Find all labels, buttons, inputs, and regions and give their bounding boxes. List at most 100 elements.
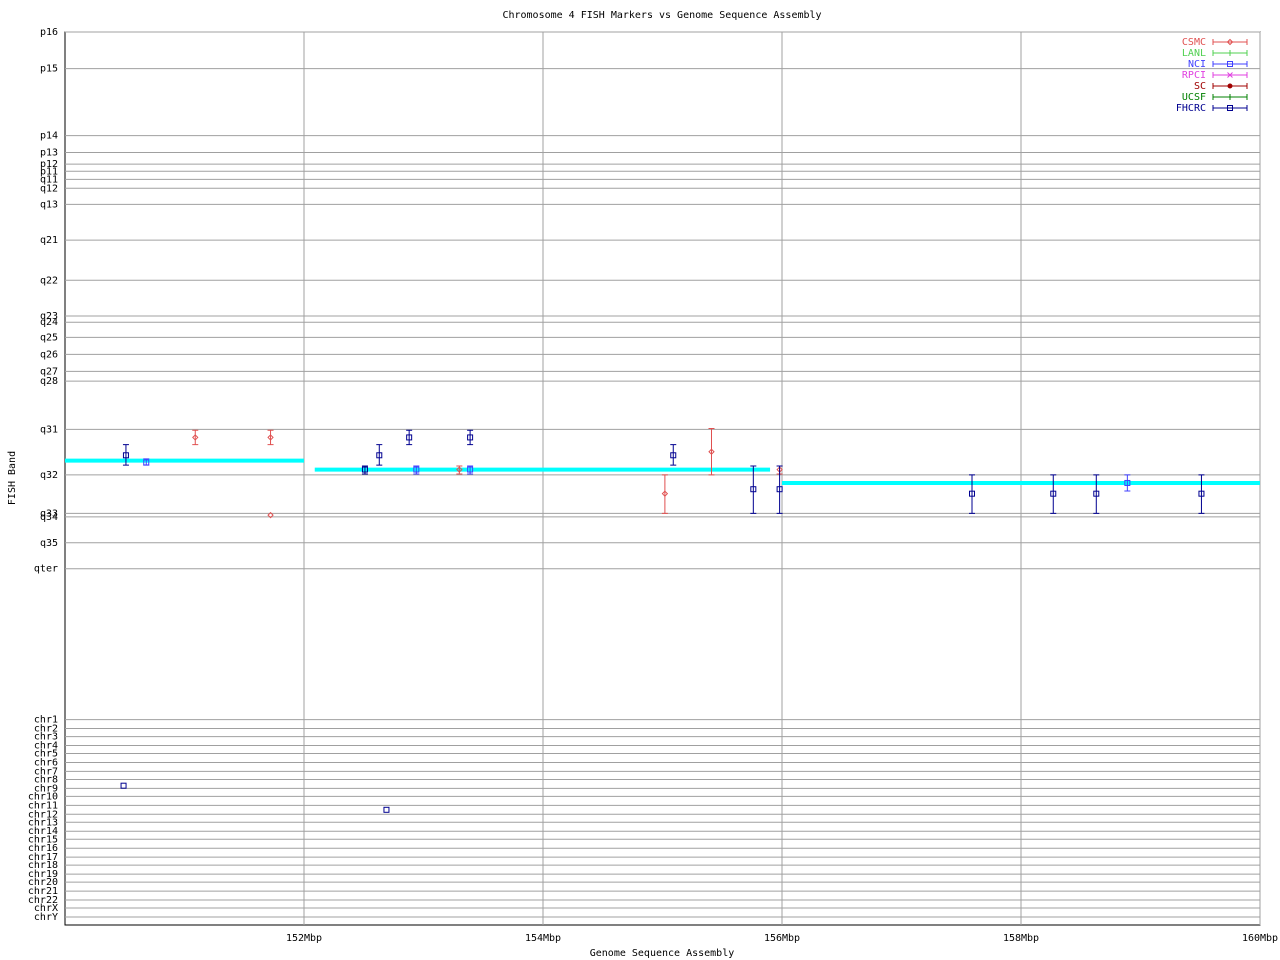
marker <box>670 452 677 459</box>
y-tick-label: chr10 <box>28 791 58 802</box>
marker <box>467 434 474 441</box>
marker <box>1226 38 1234 46</box>
x-axis-label: Genome Sequence Assembly <box>590 948 735 959</box>
legend-line <box>1212 105 1248 111</box>
y-tick-label: chr17 <box>28 852 58 863</box>
marker <box>1227 94 1233 100</box>
legend-line <box>1212 61 1248 67</box>
y-tick-label: chr6 <box>34 757 58 768</box>
legend-label: RPCI <box>1182 70 1206 81</box>
x-tick-label: 160Mbp <box>1242 933 1278 944</box>
legend-label: UCSF <box>1182 92 1206 103</box>
y-axis-label: FISH Band <box>7 451 18 505</box>
y-tick-label: p16 <box>40 27 58 38</box>
y-tick-label: chrX <box>34 903 58 914</box>
y-tick-label: chr21 <box>28 886 58 897</box>
y-tick-label: q21 <box>40 235 58 246</box>
y-tick-label: chr16 <box>28 843 58 854</box>
y-tick-label: chr1 <box>34 715 58 726</box>
x-tick-label: 154Mbp <box>525 933 561 944</box>
y-tick-label: q32 <box>40 470 58 481</box>
y-tick-label: q24 <box>40 317 58 328</box>
marker <box>1227 61 1233 67</box>
y-tick-label: chr7 <box>34 766 58 777</box>
legend-label: CSMC <box>1182 37 1206 48</box>
error-bar <box>376 444 383 466</box>
error-bar <box>1124 474 1131 492</box>
y-tick-label: chr19 <box>28 869 58 880</box>
error-bar <box>122 444 129 466</box>
y-tick-label: chr5 <box>34 749 58 760</box>
y-tick-label: q25 <box>40 332 58 343</box>
y-tick-label: chr11 <box>28 800 58 811</box>
y-tick-label: q33 <box>40 508 58 519</box>
y-tick-label: q27 <box>40 366 58 377</box>
y-tick-label: chr20 <box>28 877 58 888</box>
legend-label: SC <box>1194 81 1206 92</box>
error-bar <box>776 465 783 514</box>
y-tick-label: q13 <box>40 199 58 210</box>
marker <box>467 466 474 473</box>
marker <box>456 466 463 473</box>
y-tick-label: p12 <box>40 159 58 170</box>
marker <box>708 448 715 455</box>
error-bar <box>670 444 677 466</box>
marker <box>413 466 420 473</box>
y-tick-label: p14 <box>40 131 58 142</box>
y-tick-label: p11 <box>40 166 58 177</box>
marker <box>1227 83 1233 89</box>
legend-label: FHCRC <box>1176 103 1206 114</box>
marker <box>406 434 413 441</box>
chart-title: Chromosome 4 FISH Markers vs Genome Sequ… <box>502 10 821 21</box>
y-tick-label: chr4 <box>34 741 58 752</box>
marker <box>267 434 274 441</box>
error-bar <box>708 427 715 476</box>
y-tick-label: q35 <box>40 538 58 549</box>
marker <box>1227 72 1233 78</box>
marker <box>969 490 976 497</box>
y-tick-label: chr9 <box>34 783 58 794</box>
legend-label: NCI <box>1188 59 1206 70</box>
y-tick-label: q31 <box>40 424 58 435</box>
y-tick-label: q34 <box>40 512 58 523</box>
marker <box>750 486 757 493</box>
y-tick-label: chrY <box>34 912 58 923</box>
marker <box>143 459 150 466</box>
x-tick-label: 152Mbp <box>286 933 322 944</box>
marker <box>376 452 383 459</box>
error-bar <box>661 474 668 514</box>
y-tick-label: chr14 <box>28 826 58 837</box>
marker <box>776 486 783 493</box>
y-tick-label: q28 <box>40 376 58 387</box>
y-tick-label: chr22 <box>28 895 58 906</box>
marker <box>192 434 199 441</box>
y-tick-label: chr13 <box>28 817 58 828</box>
error-bar <box>267 429 274 446</box>
y-tick-label: q23 <box>40 311 58 322</box>
marker <box>1050 490 1057 497</box>
y-tick-label: p13 <box>40 148 58 159</box>
y-tick-label: chr15 <box>28 834 58 845</box>
error-bar <box>1050 474 1057 514</box>
marker <box>383 806 390 813</box>
error-bar <box>1093 474 1100 514</box>
marker <box>1124 479 1131 486</box>
marker <box>1093 490 1100 497</box>
marker <box>1227 50 1233 56</box>
y-tick-label: q11 <box>40 174 58 185</box>
legend-label: LANL <box>1182 48 1206 59</box>
y-tick-label: chr8 <box>34 774 58 785</box>
y-tick-label: q22 <box>40 275 58 286</box>
legend-line <box>1212 39 1248 45</box>
marker <box>122 452 129 459</box>
marker <box>267 511 274 519</box>
marker <box>1227 105 1233 111</box>
error-bar <box>1198 474 1205 514</box>
error-bar <box>467 429 474 446</box>
error-bar <box>192 429 199 446</box>
y-tick-label: chr2 <box>34 724 58 735</box>
error-bar <box>969 474 976 514</box>
marker <box>1198 490 1205 497</box>
